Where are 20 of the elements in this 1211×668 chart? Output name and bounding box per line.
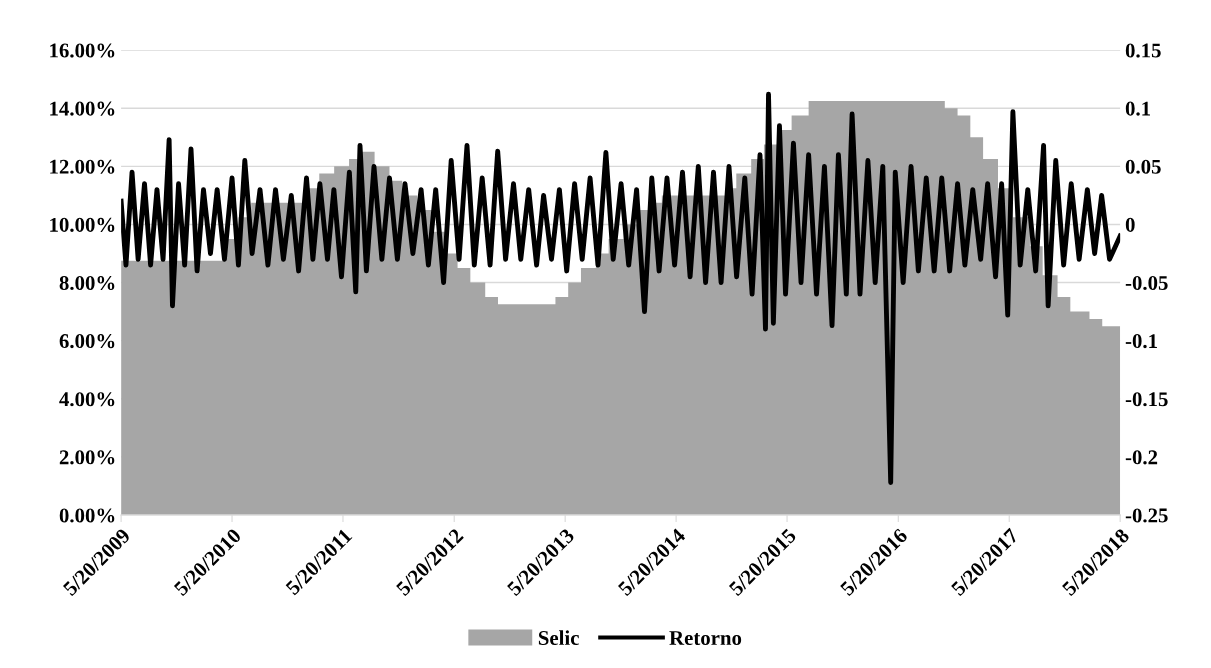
y-tick-label: 0.00% — [59, 508, 115, 523]
y2-tick-label: 0.15 — [1125, 43, 1161, 58]
y-tick-label: 16.00% — [50, 43, 115, 58]
legend-label: Retorno — [669, 631, 742, 646]
y2-tick-label: 0.1 — [1125, 101, 1150, 116]
y2-tick-label: 0 — [1125, 217, 1135, 232]
y2-tick-label: -0.05 — [1125, 275, 1168, 291]
y-tick-label: 6.00% — [59, 334, 115, 349]
y2-tick-label: 0.05 — [1125, 159, 1161, 174]
legend-label: Selic — [538, 630, 579, 646]
y-tick-label: 4.00% — [59, 392, 115, 407]
y2-tick-label: -0.25 — [1125, 508, 1168, 523]
y-tick-label: 14.00% — [50, 101, 115, 116]
y-tick-label: 10.00% — [50, 217, 115, 232]
y-tick-label: 2.00% — [59, 450, 115, 465]
y-tick-label: 12.00% — [50, 159, 115, 174]
y2-tick-label: -0.15 — [1125, 392, 1168, 407]
y2-tick-label: -0.2 — [1125, 450, 1158, 465]
y2-tick-label: -0.1 — [1125, 334, 1157, 349]
y-tick-label: 8.00% — [59, 275, 115, 291]
